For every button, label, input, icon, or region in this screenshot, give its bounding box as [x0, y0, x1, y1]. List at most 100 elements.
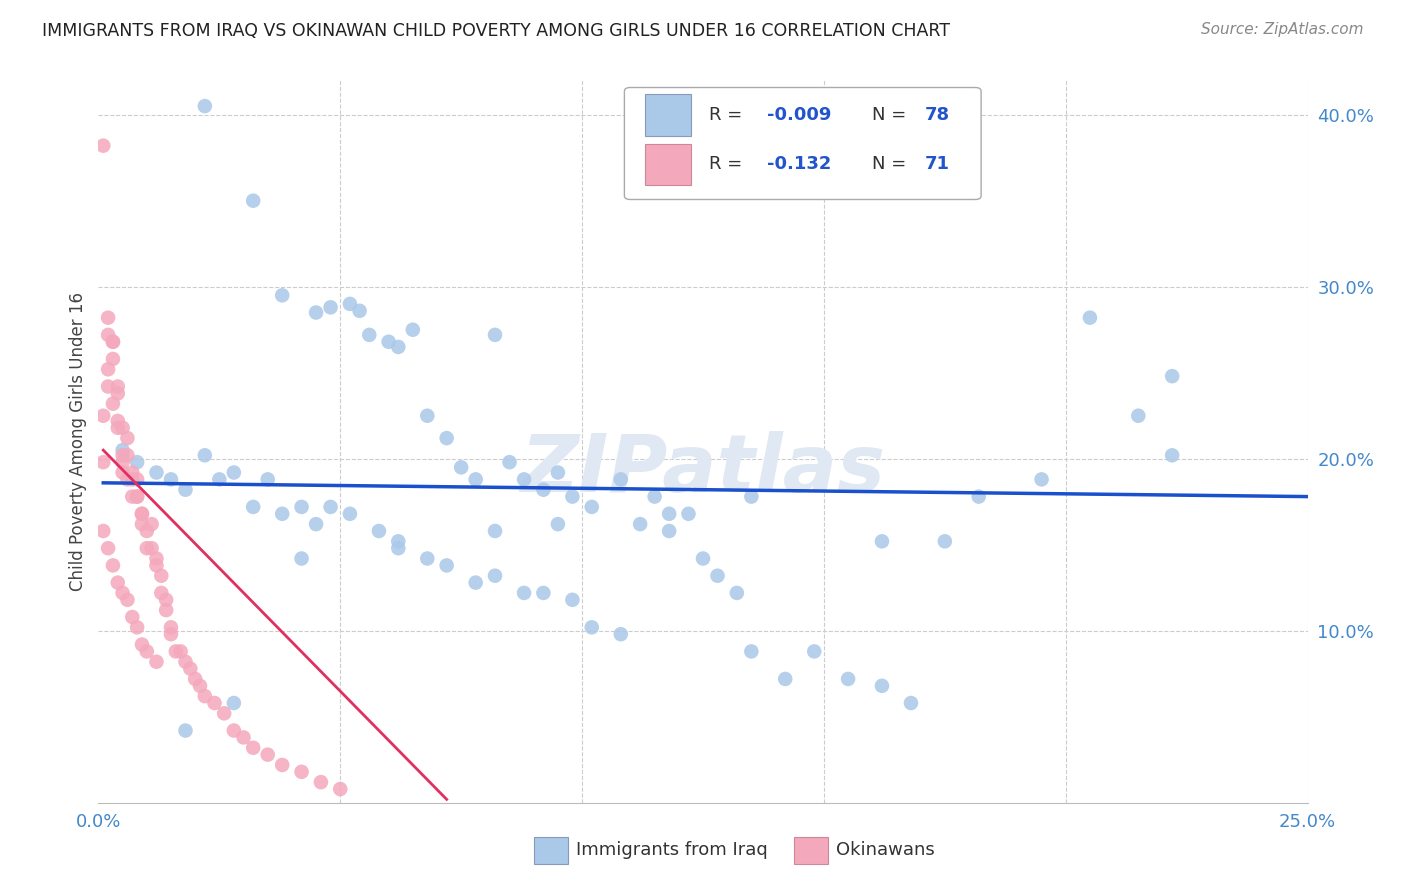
- Point: [101, 334, 124, 349]
- Point: [145, 558, 167, 573]
- Point: [706, 568, 728, 582]
- Point: [1128, 409, 1150, 423]
- Point: [837, 672, 859, 686]
- Point: [402, 323, 425, 337]
- Point: [271, 507, 294, 521]
- Point: [692, 551, 714, 566]
- Point: [127, 455, 149, 469]
- Text: IMMIGRANTS FROM IRAQ VS OKINAWAN CHILD POVERTY AMONG GIRLS UNDER 16 CORRELATION : IMMIGRANTS FROM IRAQ VS OKINAWAN CHILD P…: [42, 22, 950, 40]
- Point: [188, 679, 211, 693]
- Point: [121, 610, 143, 624]
- Point: [135, 541, 157, 556]
- Point: [121, 466, 143, 480]
- Text: 71: 71: [924, 155, 949, 173]
- Point: [531, 586, 554, 600]
- Point: [547, 466, 569, 480]
- Point: [101, 351, 124, 366]
- Point: [222, 696, 245, 710]
- Point: [870, 534, 893, 549]
- Point: [131, 507, 153, 521]
- Point: [484, 524, 506, 538]
- Point: [581, 500, 603, 514]
- Text: N =: N =: [872, 106, 912, 124]
- Point: [678, 507, 700, 521]
- Point: [773, 672, 796, 686]
- Point: [256, 472, 278, 486]
- Point: [107, 575, 129, 590]
- Text: ZIPatlas: ZIPatlas: [520, 432, 886, 509]
- Point: [658, 524, 681, 538]
- Point: [107, 386, 129, 401]
- Point: [117, 431, 139, 445]
- Point: [967, 490, 990, 504]
- Point: [561, 592, 583, 607]
- Point: [450, 460, 472, 475]
- Point: [339, 297, 361, 311]
- Point: [135, 644, 157, 658]
- Text: -0.009: -0.009: [768, 106, 831, 124]
- Y-axis label: Child Poverty Among Girls Under 16: Child Poverty Among Girls Under 16: [69, 292, 87, 591]
- Point: [117, 592, 139, 607]
- Text: -0.132: -0.132: [768, 155, 831, 173]
- Point: [160, 627, 183, 641]
- Point: [111, 443, 134, 458]
- Point: [531, 483, 554, 497]
- Point: [194, 689, 217, 703]
- Point: [377, 334, 399, 349]
- Point: [165, 644, 187, 658]
- Point: [290, 551, 312, 566]
- Point: [141, 517, 163, 532]
- Point: [97, 541, 120, 556]
- Point: [242, 500, 264, 514]
- Point: [184, 672, 207, 686]
- Point: [131, 507, 153, 521]
- Point: [222, 466, 245, 480]
- Point: [194, 99, 217, 113]
- Point: [256, 747, 278, 762]
- Point: [111, 586, 134, 600]
- Point: [91, 138, 114, 153]
- Point: [111, 455, 134, 469]
- Point: [111, 448, 134, 462]
- Point: [319, 301, 342, 315]
- Point: [610, 472, 633, 486]
- Point: [387, 534, 409, 549]
- Point: [212, 706, 235, 721]
- Point: [160, 620, 183, 634]
- Point: [107, 379, 129, 393]
- Point: [97, 379, 120, 393]
- Text: Immigrants from Iraq: Immigrants from Iraq: [576, 841, 768, 860]
- Point: [150, 586, 173, 600]
- Point: [101, 558, 124, 573]
- Point: [174, 723, 197, 738]
- Point: [309, 775, 332, 789]
- Point: [271, 758, 294, 772]
- Point: [305, 517, 328, 532]
- Point: [1161, 369, 1184, 384]
- Point: [464, 472, 486, 486]
- Point: [359, 327, 381, 342]
- Point: [155, 603, 177, 617]
- Point: [97, 362, 120, 376]
- Point: [547, 517, 569, 532]
- Point: [121, 472, 143, 486]
- Point: [111, 421, 134, 435]
- Text: Okinawans: Okinawans: [837, 841, 935, 860]
- Point: [581, 620, 603, 634]
- Text: 78: 78: [924, 106, 949, 124]
- Point: [368, 524, 391, 538]
- Point: [242, 740, 264, 755]
- Point: [740, 644, 762, 658]
- Point: [141, 541, 163, 556]
- Point: [484, 327, 506, 342]
- Text: R =: R =: [709, 155, 748, 173]
- Point: [204, 696, 226, 710]
- Point: [117, 472, 139, 486]
- Point: [91, 455, 114, 469]
- Point: [271, 288, 294, 302]
- Point: [179, 662, 201, 676]
- Bar: [534, 837, 568, 864]
- Point: [513, 586, 536, 600]
- Point: [91, 409, 114, 423]
- Point: [290, 500, 312, 514]
